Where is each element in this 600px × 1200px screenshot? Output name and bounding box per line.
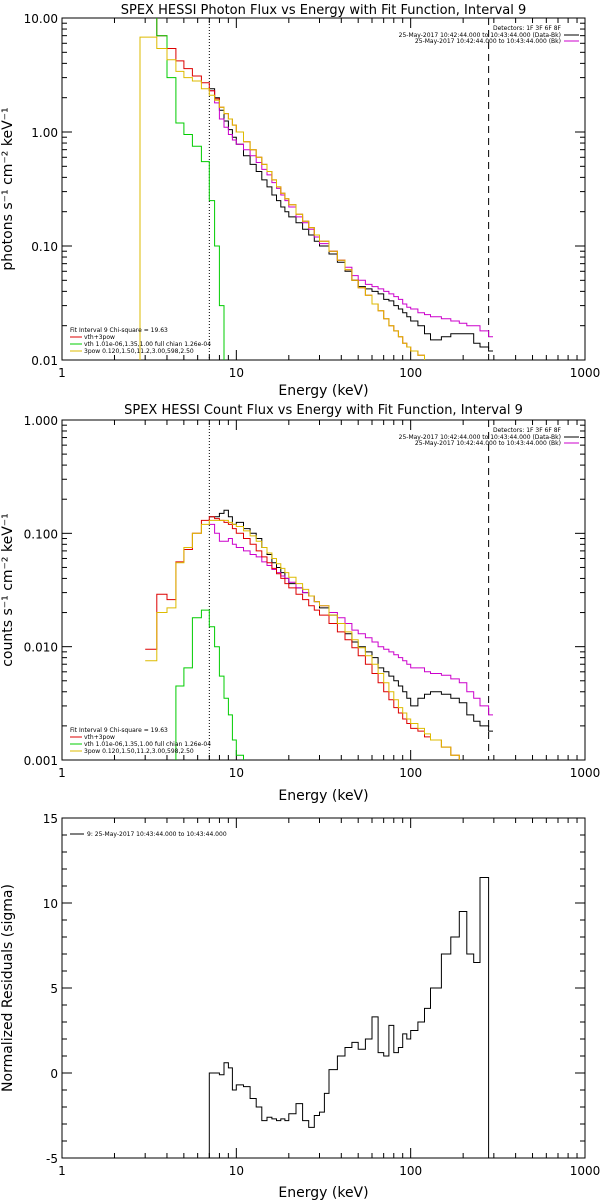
- series-group: [139, 18, 493, 360]
- x-axis: 1 10 100 1000: [58, 818, 600, 1178]
- x-tick-label: 100: [399, 366, 422, 380]
- y-tick-label: 10: [43, 897, 58, 911]
- x-tick-label: 1000: [570, 366, 600, 380]
- chart-title: SPEX HESSI Photon Flux vs Energy with Fi…: [121, 3, 527, 18]
- y-tick-label: 5: [50, 982, 58, 996]
- legend-bottom-entry: vth+3pow: [84, 734, 115, 741]
- legend-fit-header: Fit Interval 9 Chi-square = 19.63: [70, 727, 168, 734]
- y-tick-label: 0.010: [24, 641, 58, 655]
- y-axis-label: photons s⁻¹ cm⁻² keV⁻¹: [0, 107, 16, 270]
- y-tick-label: 15: [43, 812, 58, 826]
- series-black: [209, 88, 493, 352]
- y-axis-label: Normalized Residuals (sigma): [0, 884, 16, 1092]
- x-tick-label: 1000: [570, 1164, 600, 1178]
- series-group: [208, 877, 490, 1158]
- photon-flux-panel: SPEX HESSI Photon Flux vs Energy with Fi…: [0, 3, 600, 399]
- y-tick-label: 0.10: [31, 240, 58, 254]
- legend-top-entry: 25-May-2017 10:42:44.000 to 10:43:44.000…: [399, 32, 561, 39]
- series-yellow: [139, 36, 425, 360]
- legend-detectors: Detectors: 1F 3F 6F 8F: [493, 427, 562, 434]
- series-red: [145, 516, 460, 760]
- legend-top-entry: 25-May-2017 10:42:44.000 to 10:43:44.000…: [399, 434, 561, 441]
- series-group: [145, 509, 493, 760]
- y-tick-label: 0: [50, 1067, 58, 1081]
- legend-detectors: Detectors: 1F 3F 6F 8F: [493, 25, 562, 32]
- x-tick-label: 10: [229, 366, 244, 380]
- series-green: [156, 18, 225, 360]
- legend-bottom-entry: vth 1.01e-06,1.35,1.00 full chian 1.26e-…: [84, 741, 211, 748]
- x-tick-label: 1000: [570, 766, 600, 780]
- series-yellow: [145, 519, 460, 760]
- legend-bottom-entry: 3pow 0.120,1.50,11.2,3.00,598,2.50: [84, 348, 194, 355]
- y-tick-label: 0.001: [24, 754, 58, 768]
- plot-frame: [61, 817, 586, 1159]
- chart-title: SPEX HESSI Count Flux vs Energy with Fit…: [124, 403, 523, 418]
- plot-frame: [61, 419, 586, 761]
- legend: 9: 25-May-2017 10:43:44.000 to 10:43:44.…: [70, 831, 227, 838]
- y-tick-label: 1.000: [24, 414, 58, 428]
- legend-bottom: Fit Interval 9 Chi-square = 19.63vth+3po…: [70, 727, 211, 755]
- legend-bottom-entry: vth+3pow: [84, 334, 115, 341]
- y-tick-label: 0.01: [31, 354, 58, 368]
- legend-fit-header: Fit Interval 9 Chi-square = 19.63: [70, 327, 168, 334]
- y-tick-label: 0.100: [24, 527, 58, 541]
- x-tick-label: 1: [58, 766, 66, 780]
- y-axis-label: counts s⁻¹ cm⁻² keV⁻¹: [0, 513, 16, 667]
- y-axis: 0.001 0.010 0.100 1.000: [24, 414, 585, 768]
- x-tick-label: 10: [229, 766, 244, 780]
- residuals-panel: 1 10 100 1000 Energy (keV) -5 0 5 10 15 Normalized…: [0, 812, 600, 1200]
- legend-entry: 9: 25-May-2017 10:43:44.000 to 10:43:44.…: [87, 831, 227, 838]
- legend-bottom-entry: 3pow 0.120,1.50,11.2,3.00,598,2.50: [84, 748, 194, 755]
- x-tick-label: 100: [399, 1164, 422, 1178]
- x-tick-label: 1: [58, 1164, 66, 1178]
- series-magenta: [209, 90, 493, 338]
- series-residuals: [208, 877, 490, 1158]
- y-axis: -5 0 5 10 15: [43, 812, 585, 1166]
- legend-bottom-entry: vth 1.01e-06,1.35,1.00 full chian 1.26e-…: [84, 341, 211, 348]
- y-tick-label: 10.00: [24, 12, 58, 26]
- legend-top-entry: 25-May-2017 10:42:44.000 to 10:43:44.000…: [415, 38, 561, 45]
- series-black: [209, 509, 493, 732]
- x-tick-label: 10: [229, 1164, 244, 1178]
- x-tick-label: 1: [58, 366, 66, 380]
- x-axis: 1 10 100 1000: [58, 420, 600, 780]
- y-tick-label: 1.00: [31, 126, 58, 140]
- y-tick-label: -5: [46, 1152, 58, 1166]
- legend-top-entry: 25-May-2017 10:42:44.000 to 10:43:44.000…: [415, 440, 561, 447]
- plot-frame: [61, 17, 586, 361]
- x-tick-label: 100: [399, 766, 422, 780]
- series-red: [156, 18, 425, 360]
- y-axis: 0.01 0.10 1.00 10.00: [24, 12, 585, 368]
- x-axis: 1 10 100 1000: [58, 18, 600, 380]
- count-flux-panel: SPEX HESSI Count Flux vs Energy with Fit…: [0, 403, 600, 804]
- x-axis-label: Energy (keV): [278, 788, 368, 804]
- x-axis-label: Energy (keV): [278, 1185, 368, 1200]
- legend-bottom: Fit Interval 9 Chi-square = 19.63vth+3po…: [70, 327, 211, 355]
- x-axis-label: Energy (keV): [278, 383, 368, 399]
- series-green: [175, 609, 244, 760]
- series-magenta: [209, 523, 493, 716]
